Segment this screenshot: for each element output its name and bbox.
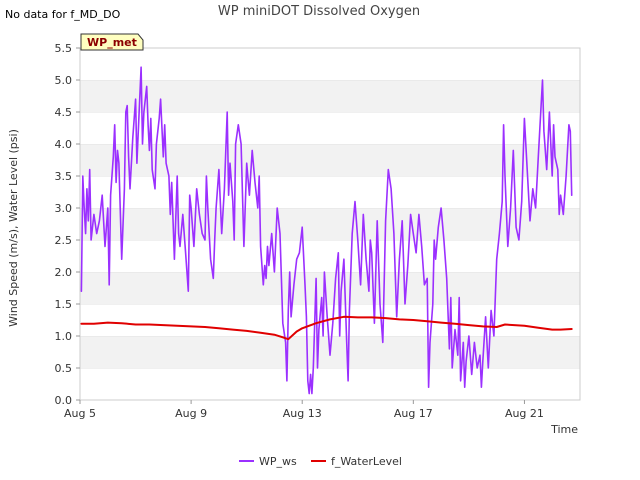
series-layer: [80, 66, 573, 395]
grid-band: [80, 48, 580, 80]
x-axis-title: Time: [550, 423, 578, 436]
badge-shape: [80, 33, 144, 51]
legend-item-wp-ws[interactable]: WP_ws: [239, 455, 297, 468]
series-line-f-waterlevel: [80, 315, 573, 341]
y-tick-label: 4.5: [55, 106, 73, 119]
grid-bands: [80, 47, 580, 400]
y-tick-label: 3.5: [55, 170, 73, 183]
x-tick-label: Aug 13: [283, 407, 322, 420]
plot-area-border: [79, 47, 581, 401]
x-axis: Aug 5 Aug 9 Aug 13 Aug 17 Aug 21: [64, 400, 544, 420]
y-tick-label: 1.0: [55, 330, 73, 343]
y-tick-label: 3.0: [55, 202, 73, 215]
chart-title: WP miniDOT Dissolved Oxygen: [218, 4, 420, 19]
y-tick-label: 0.0: [55, 394, 73, 407]
y-axis: 0.0 0.5 1.0 1.5 2.0 2.5 3.0 3.5 4.0 4.5 5.0 5.5: [55, 42, 80, 407]
y-tick-label: 2.5: [55, 234, 73, 247]
grid-band: [80, 112, 580, 144]
y-tick-label: 5.0: [55, 74, 73, 87]
no-data-message: No data for f_MD_DO: [5, 8, 121, 21]
grid-band: [80, 208, 580, 240]
grid-band: [80, 176, 580, 208]
badge-label: WP_met: [87, 36, 137, 49]
y-tick-label: 5.5: [55, 42, 73, 55]
grid-band: [80, 80, 580, 112]
grid-band: [80, 272, 580, 304]
y-tick-label: 0.5: [55, 362, 73, 375]
grid-band: [80, 368, 580, 400]
legend-item-f-waterlevel[interactable]: f_WaterLevel: [311, 455, 402, 468]
x-tick-label: Aug 9: [175, 407, 207, 420]
y-tick-label: 1.5: [55, 298, 73, 311]
legend-label-wp-ws: WP_ws: [259, 455, 297, 468]
legend-label-f-waterlevel: f_WaterLevel: [331, 455, 402, 468]
x-tick-label: Aug 21: [505, 407, 544, 420]
y-tick-label: 2.0: [55, 266, 73, 279]
x-tick-label: Aug 5: [64, 407, 96, 420]
grid-band: [80, 240, 580, 272]
y-tick-label: 4.0: [55, 138, 73, 151]
x-tick-label: Aug 17: [394, 407, 433, 420]
wp-met-badge: WP_met: [80, 33, 144, 51]
series-line-wp-ws: [80, 66, 573, 395]
y-axis-title: Wind Speed (m/s), Water Level (psi): [7, 129, 20, 327]
legend: WP_ws f_WaterLevel: [239, 455, 402, 468]
